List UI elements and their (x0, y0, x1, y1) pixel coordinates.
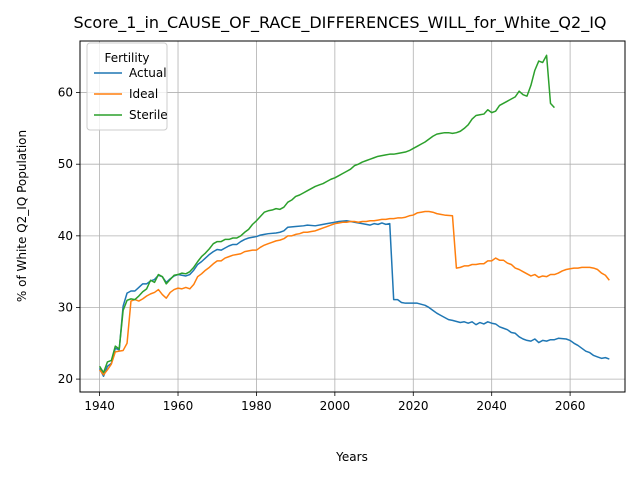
x-tick-label: 2020 (398, 399, 429, 413)
y-tick-label: 50 (58, 157, 73, 171)
grid (80, 41, 625, 392)
legend-label-ideal: Ideal (129, 87, 158, 101)
y-tick-label: 40 (58, 229, 73, 243)
x-tick-label: 1960 (163, 399, 194, 413)
series-line-ideal (99, 210, 610, 376)
legend: Fertility Actual Ideal Sterile (86, 42, 168, 131)
y-axis-ticks: 20 30 40 50 60 (58, 86, 80, 386)
x-axis-label: Years (335, 450, 368, 464)
chart-title: Score_1_in_CAUSE_OF_RACE_DIFFERENCES_WIL… (73, 13, 606, 33)
legend-label-sterile: Sterile (129, 108, 168, 122)
legend-title: Fertility (104, 51, 149, 65)
legend-box (86, 42, 168, 131)
y-tick-label: 20 (58, 372, 73, 386)
x-tick-label: 1940 (84, 399, 115, 413)
x-tick-label: 2000 (320, 399, 351, 413)
x-tick-label: 2060 (555, 399, 586, 413)
plot-frame (79, 40, 626, 393)
y-axis-label: % of White Q2_IQ Population (15, 130, 29, 302)
legend-entries: Actual Ideal Sterile (94, 66, 168, 122)
y-tick-label: 30 (58, 300, 73, 314)
legend-label-actual: Actual (129, 66, 167, 80)
x-axis-ticks: 1940 1960 1980 2000 2020 2040 2060 (84, 392, 585, 413)
series-lines (98, 54, 610, 377)
series-line-sterile (98, 54, 555, 374)
x-tick-label: 2040 (476, 399, 507, 413)
x-tick-label: 1980 (241, 399, 272, 413)
y-tick-label: 60 (58, 86, 73, 100)
